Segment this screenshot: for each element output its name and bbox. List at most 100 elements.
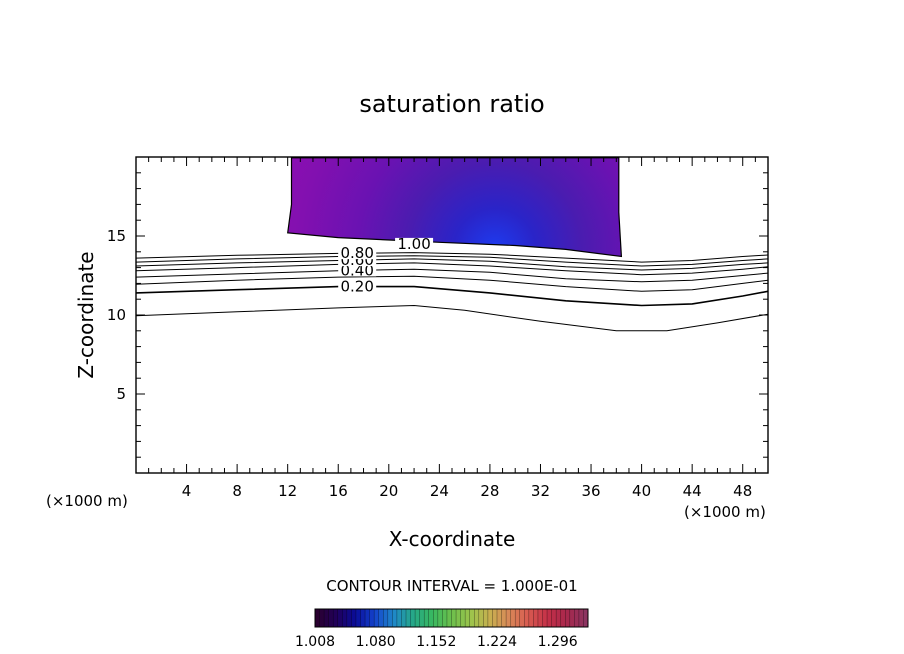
- colorbar-frame: [314, 608, 589, 628]
- contour-label-bg: [338, 247, 377, 260]
- x-tick-label: 20: [379, 482, 398, 500]
- colorbar-swatch: [392, 609, 398, 627]
- contour-line: [136, 304, 768, 332]
- colorbar-swatch: [374, 609, 380, 627]
- colorbar-swatch: [346, 609, 352, 627]
- x-tick-label: 16: [329, 482, 348, 500]
- x-tick-label: 4: [182, 482, 192, 500]
- colorbar-tick-label: 1.152: [416, 634, 456, 650]
- y-tick-label: 5: [116, 385, 126, 403]
- contour-label-bg: [338, 264, 377, 277]
- x-tick-label: 24: [430, 482, 449, 500]
- colorbar-swatch: [465, 609, 471, 627]
- colorbar-tick-label: 1.224: [477, 634, 517, 650]
- colorbar-swatch: [401, 609, 407, 627]
- colorbar-swatch: [342, 609, 348, 627]
- supersaturation-field: [287, 157, 623, 258]
- contour-labels: 0.200.400.600.801.00: [338, 235, 434, 296]
- colorbar-tick-label: 1.296: [538, 634, 578, 650]
- colorbar-swatch: [578, 609, 584, 627]
- y-tick-label: 10: [107, 306, 126, 324]
- colorbar-swatch: [360, 609, 366, 627]
- colorbar-swatch: [487, 609, 493, 627]
- colorbar-swatch: [519, 609, 525, 627]
- y-tick-label: 15: [107, 227, 126, 245]
- chart-title: saturation ratio: [359, 90, 544, 118]
- colorbar-swatch: [501, 609, 507, 627]
- x-axis-ticks: 4 8 12 16 20 24 28 32 36 40 44 48: [135, 157, 769, 500]
- colorbar-tick-label: 1.008: [295, 634, 335, 650]
- colorbar-swatch: [383, 609, 389, 627]
- contour-line: [136, 255, 768, 267]
- colorbar-swatch: [474, 609, 480, 627]
- colorbar-swatch: [483, 609, 489, 627]
- colorbar-tick-labels: 1.008 1.080 1.152 1.224 1.296: [295, 634, 578, 650]
- colorbar-swatch: [524, 609, 530, 627]
- x-unit-label-right: (×1000 m): [684, 503, 766, 521]
- colorbar-swatch: [437, 609, 443, 627]
- colorbar-swatch: [442, 609, 448, 627]
- colorbar-swatch: [324, 609, 330, 627]
- colorbar-swatch: [446, 609, 452, 627]
- colorbar-swatch: [542, 609, 548, 627]
- colorbar-tick-label: 1.080: [356, 634, 396, 650]
- colorbar-swatch: [569, 609, 575, 627]
- colorbar-swatch: [351, 609, 357, 627]
- colorbar-swatch: [319, 609, 325, 627]
- colorbar-swatch: [560, 609, 566, 627]
- x-tick-label: 36: [581, 482, 600, 500]
- colorbar-swatch: [424, 609, 430, 627]
- contour-lines: [136, 252, 768, 332]
- colorbar-swatch: [547, 609, 553, 627]
- colorbar-swatch: [315, 609, 321, 627]
- x-tick-label: 48: [733, 482, 752, 500]
- colorbar-swatch: [556, 609, 562, 627]
- colorbar-swatch: [551, 609, 557, 627]
- contour-line: [136, 268, 768, 283]
- contour-interval-text: CONTOUR INTERVAL = 1.000E-01: [326, 577, 577, 595]
- contour-label: 0.80: [340, 244, 373, 262]
- contour-line: [136, 285, 768, 307]
- colorbar-swatch: [506, 609, 512, 627]
- x-tick-label: 44: [683, 482, 702, 500]
- colorbar-swatch: [565, 609, 571, 627]
- colorbar-swatch: [574, 609, 580, 627]
- x-unit-label-left: (×1000 m): [46, 492, 128, 510]
- colorbar-swatch: [410, 609, 416, 627]
- x-axis-label: X-coordinate: [389, 527, 516, 551]
- x-tick-label: 28: [480, 482, 499, 500]
- colorbar-swatch: [492, 609, 498, 627]
- colorbar-swatch: [428, 609, 434, 627]
- colorbar-swatch: [365, 609, 371, 627]
- colorbar-swatch: [456, 609, 462, 627]
- contour-line: [136, 252, 768, 263]
- colorbar-swatch: [451, 609, 457, 627]
- colorbar-swatch: [337, 609, 343, 627]
- contour-label-bg: [395, 237, 434, 250]
- colorbar-swatch: [419, 609, 425, 627]
- x-tick-label: 32: [531, 482, 550, 500]
- contour-label: 0.20: [340, 278, 373, 296]
- x-tick-label: 8: [232, 482, 242, 500]
- colorbar-swatch: [406, 609, 412, 627]
- contour-line: [136, 262, 768, 276]
- y-axis-ticks: 5 10 15: [107, 156, 768, 474]
- colorbar-swatch: [328, 609, 334, 627]
- colorbar-swatch: [460, 609, 466, 627]
- colorbar-swatch: [510, 609, 516, 627]
- colorbar-swatch: [333, 609, 339, 627]
- colorbar-swatch: [533, 609, 539, 627]
- colorbar-swatch: [355, 609, 361, 627]
- contour-label-bg: [338, 280, 377, 293]
- colorbar-swatch: [369, 609, 375, 627]
- colorbar-swatch: [433, 609, 439, 627]
- colorbar-swatch: [537, 609, 543, 627]
- colorbar-swatch: [415, 609, 421, 627]
- colorbar: [314, 608, 589, 628]
- x-tick-label: 12: [278, 482, 297, 500]
- colorbar-swatch: [469, 609, 475, 627]
- y-axis-label: Z-coordinate: [74, 251, 98, 378]
- colorbar-swatch: [528, 609, 534, 627]
- colorbar-swatch: [387, 609, 393, 627]
